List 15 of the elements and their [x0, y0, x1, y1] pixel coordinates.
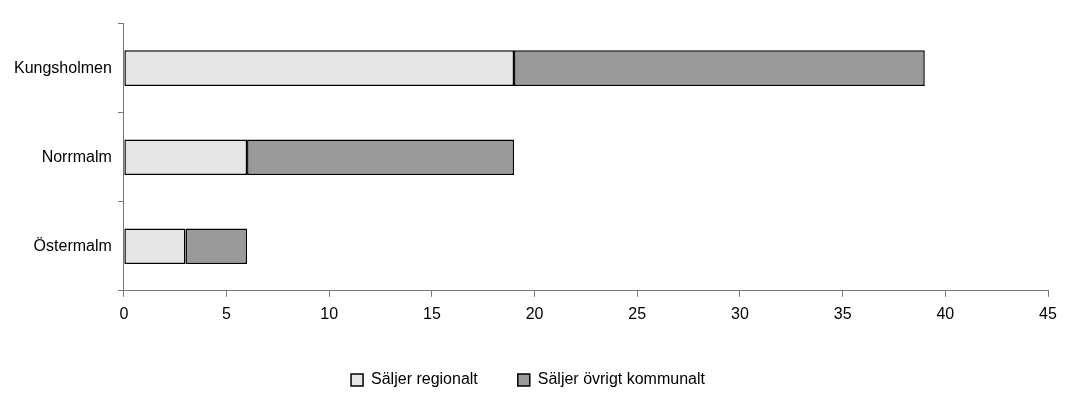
- y-tick-label: Norrmalm: [41, 147, 112, 165]
- legend-label: Säljer övrigt kommunalt: [537, 370, 706, 388]
- x-tick-label: 10: [320, 304, 339, 322]
- x-tick-label: 35: [833, 304, 852, 322]
- x-tick-label: 15: [423, 304, 441, 322]
- x-tick-label: 0: [119, 304, 129, 322]
- x-tick-label: 30: [731, 304, 749, 322]
- x-tick-label: 5: [222, 304, 232, 322]
- x-tick-label: 40: [936, 304, 955, 322]
- y-tick-label: Östermalm: [33, 236, 112, 254]
- legend-label: Säljer regionalt: [371, 370, 479, 388]
- x-tick-label: 45: [1039, 304, 1057, 322]
- x-tick-label: 20: [525, 304, 544, 322]
- x-tick-label: 25: [628, 304, 647, 322]
- y-tick-label: Kungsholmen: [14, 58, 112, 76]
